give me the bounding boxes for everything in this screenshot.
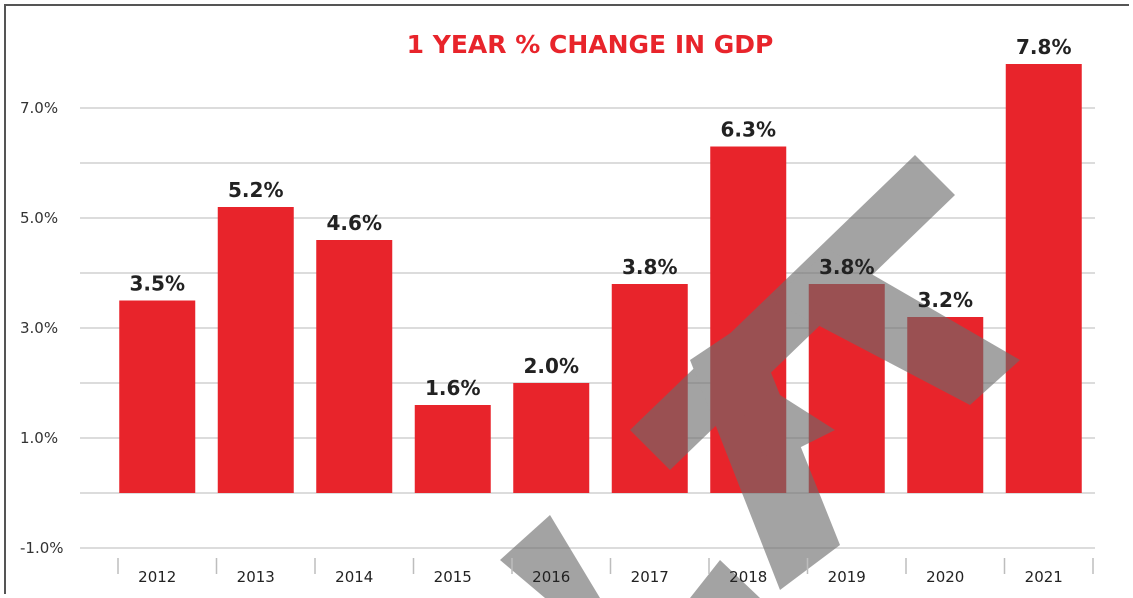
axes: 7.0% 5.0% 3.0% 1.0% -1.0% 2012 2013 2014 2015 201… — [20, 99, 1094, 586]
data-label-2015: 1.6% — [425, 376, 480, 400]
x-tick-label-2014: 2014 — [335, 568, 373, 586]
chart-frame — [4, 4, 1129, 594]
chart-title: 1 YEAR % CHANGE IN GDP — [407, 30, 774, 59]
bar-2013 — [217, 207, 294, 493]
y-tick-label: 1.0% — [20, 429, 58, 447]
x-tick-label-2017: 2017 — [631, 568, 669, 586]
data-label-2017: 3.8% — [622, 255, 677, 279]
x-tick-label-2013: 2013 — [237, 568, 275, 586]
data-label-2019: 3.8% — [819, 255, 874, 279]
data-label-2021: 7.8% — [1016, 35, 1071, 59]
x-tick-label-2020: 2020 — [926, 568, 964, 586]
x-tick-label-2019: 2019 — [828, 568, 866, 586]
x-tick-label-2021: 2021 — [1025, 568, 1063, 586]
data-label-2016: 2.0% — [524, 354, 579, 378]
x-tick-label-2012: 2012 — [138, 568, 176, 586]
x-tick-label-2018: 2018 — [729, 568, 767, 586]
bar-2016 — [513, 383, 590, 493]
bar-2015 — [414, 405, 491, 493]
data-label-2014: 4.6% — [327, 211, 382, 235]
y-tick-label: 7.0% — [20, 99, 58, 117]
watermark-logo — [500, 155, 1020, 598]
y-tick-label: -1.0% — [20, 539, 64, 557]
x-tick-label-2015: 2015 — [434, 568, 472, 586]
bar-2012 — [119, 300, 196, 493]
data-label-2018: 6.3% — [721, 118, 776, 142]
x-tick-label-2016: 2016 — [532, 568, 570, 586]
data-label-2013: 5.2% — [228, 178, 283, 202]
data-label-2020: 3.2% — [918, 288, 973, 312]
y-tick-label: 5.0% — [20, 209, 58, 227]
y-tick-label: 3.0% — [20, 319, 58, 337]
data-label-2012: 3.5% — [130, 272, 185, 296]
data-labels: 3.5% 5.2% 4.6% 1.6% 2.0% 3.8% 6.3% 3.8% 3.2% 7.8% — [130, 35, 1072, 400]
bars — [119, 64, 1082, 493]
bar-2014 — [316, 240, 393, 493]
bar-2021 — [1005, 64, 1082, 493]
